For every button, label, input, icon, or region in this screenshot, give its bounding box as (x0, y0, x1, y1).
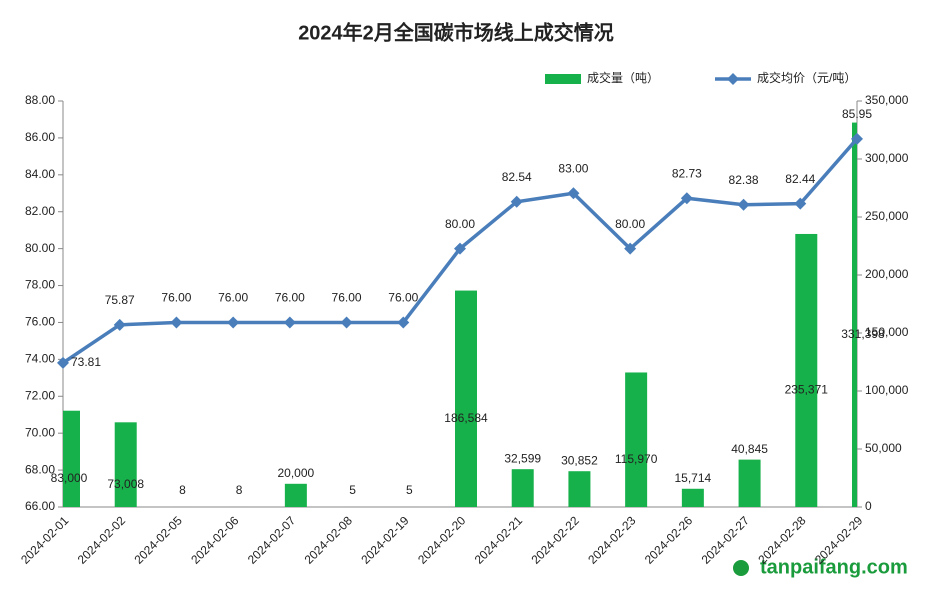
x-tick-label: 2024-02-19 (358, 513, 412, 567)
bar (852, 123, 857, 507)
watermark: tanpaifang.com (760, 556, 908, 578)
y-tick-label: 84.00 (25, 167, 55, 181)
line-value-label: 76.00 (388, 291, 418, 305)
bar (115, 422, 137, 507)
bar-value-label: 8 (179, 483, 186, 497)
bar (285, 484, 307, 507)
x-tick-label: 2024-02-26 (642, 513, 696, 567)
bar (625, 372, 647, 507)
bar-value-label: 235,371 (785, 383, 829, 397)
x-tick-label: 2024-02-05 (131, 513, 185, 567)
line-value-label: 76.00 (332, 291, 362, 305)
x-tick-label: 2024-02-07 (245, 513, 299, 567)
bar (739, 460, 761, 507)
x-tick-label: 2024-02-22 (528, 513, 582, 567)
line-value-label: 76.00 (218, 291, 248, 305)
chart-title: 2024年2月全国碳市场线上成交情况 (298, 20, 614, 44)
y2-tick-label: 100,000 (865, 383, 909, 397)
line-value-label: 82.38 (729, 173, 759, 187)
bar (795, 234, 817, 507)
line-marker (284, 316, 296, 328)
bar-value-label: 331,398 (841, 327, 885, 341)
bar-value-label: 32,599 (504, 451, 541, 465)
legend-label: 成交量（吨） (587, 70, 659, 85)
legend-swatch (545, 74, 581, 84)
x-tick-label: 2024-02-08 (302, 513, 356, 567)
line-value-label: 82.73 (672, 166, 702, 180)
y2-tick-label: 0 (865, 499, 872, 513)
bar-value-label: 20,000 (278, 466, 315, 480)
line-value-label: 82.44 (785, 172, 815, 186)
y2-tick-label: 50,000 (865, 441, 902, 455)
y-tick-label: 72.00 (25, 388, 55, 402)
line-value-label: 80.00 (615, 217, 645, 231)
bar-value-label: 30,852 (561, 453, 598, 467)
y-tick-label: 70.00 (25, 425, 55, 439)
y-tick-label: 78.00 (25, 278, 55, 292)
y-tick-label: 74.00 (25, 352, 55, 366)
bar-value-label: 8 (236, 483, 243, 497)
y-tick-label: 80.00 (25, 241, 55, 255)
y-tick-label: 76.00 (25, 315, 55, 329)
y2-tick-label: 250,000 (865, 209, 909, 223)
x-tick-label: 2024-02-23 (585, 513, 639, 567)
x-tick-label: 2024-02-20 (415, 513, 469, 567)
legend-swatch-marker (727, 73, 739, 85)
y-tick-label: 86.00 (25, 130, 55, 144)
bar (512, 469, 534, 507)
bar-value-label: 40,845 (731, 442, 768, 456)
bar (63, 411, 80, 507)
y2-tick-label: 350,000 (865, 93, 909, 107)
line-value-label: 76.00 (275, 291, 305, 305)
line-value-label: 80.00 (445, 217, 475, 231)
bar-value-label: 5 (406, 483, 413, 497)
line-value-label: 73.81 (71, 355, 101, 369)
line-value-label: 82.54 (502, 170, 532, 184)
y-tick-label: 88.00 (25, 93, 55, 107)
x-tick-label: 2024-02-02 (75, 513, 129, 567)
bar (455, 291, 477, 507)
bar-value-label: 5 (349, 483, 356, 497)
line-marker (738, 199, 750, 211)
y2-tick-label: 200,000 (865, 267, 909, 281)
x-tick-label: 2024-02-01 (18, 513, 72, 567)
y-tick-label: 82.00 (25, 204, 55, 218)
y2-tick-label: 300,000 (865, 151, 909, 165)
line-value-label: 85.95 (842, 107, 872, 121)
legend-label: 成交均价（元/吨） (757, 70, 856, 85)
line-marker (227, 316, 239, 328)
x-tick-label: 2024-02-27 (699, 513, 753, 567)
line-value-label: 75.87 (105, 293, 135, 307)
bar (682, 489, 704, 507)
bar-value-label: 115,970 (615, 452, 658, 466)
watermark-icon (733, 560, 749, 576)
bar-value-label: 73,008 (107, 477, 144, 491)
bar-value-label: 15,714 (675, 471, 712, 485)
line-value-label: 76.00 (161, 291, 191, 305)
x-tick-label: 2024-02-06 (188, 513, 242, 567)
line-marker (170, 316, 182, 328)
line-marker (341, 316, 353, 328)
bar (568, 471, 590, 507)
bar-value-label: 186,584 (444, 411, 488, 425)
x-tick-label: 2024-02-21 (472, 513, 526, 567)
line-value-label: 83.00 (558, 161, 588, 175)
bar-value-label: 83,000 (51, 471, 88, 485)
y-tick-label: 66.00 (25, 499, 55, 513)
